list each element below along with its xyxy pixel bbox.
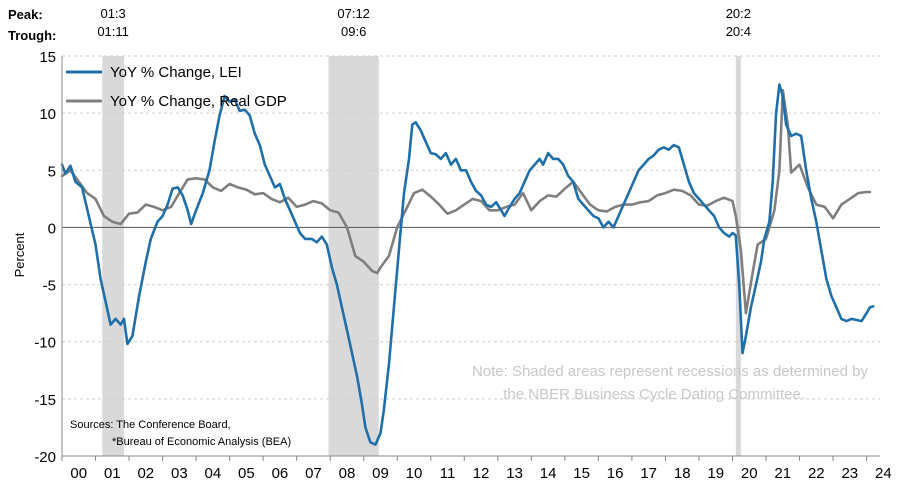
- legend-label-lei: YoY % Change, LEI: [110, 64, 242, 81]
- x-tick-label-24: 24: [875, 465, 892, 482]
- x-tick-label-18: 18: [674, 465, 691, 482]
- x-tick-label-10: 10: [406, 465, 423, 482]
- x-tick-label-05: 05: [238, 465, 255, 482]
- x-tick-label-13: 13: [506, 465, 523, 482]
- x-tick-label-21: 21: [774, 465, 791, 482]
- recession-trough-label-2: 20:4: [726, 24, 751, 39]
- y-tick-label-15: 15: [39, 49, 56, 66]
- x-tick-label-23: 23: [841, 465, 858, 482]
- recession-band-1: [328, 56, 379, 456]
- peak-header: Peak:: [8, 7, 43, 22]
- note-line-1: Note: Shaded areas represent recessions …: [472, 363, 869, 380]
- x-tick-label-20: 20: [741, 465, 758, 482]
- x-tick-label-22: 22: [808, 465, 825, 482]
- x-tick-label-12: 12: [473, 465, 490, 482]
- x-tick-label-17: 17: [640, 465, 657, 482]
- y-tick-label--5: -5: [43, 278, 56, 295]
- x-tick-label-04: 04: [205, 465, 222, 482]
- series-line-gdp: [60, 89, 872, 315]
- recession-trough-label-0: 01:11: [97, 24, 129, 39]
- recession-shading: [102, 56, 741, 456]
- x-tick-label-00: 00: [70, 465, 87, 482]
- y-axis-label: Percent: [12, 232, 27, 277]
- x-tick-label-15: 15: [573, 465, 590, 482]
- recession-peak-label-1: 07:12: [337, 6, 370, 21]
- y-tick-label--15: -15: [34, 392, 56, 409]
- y-tick-label-5: 5: [48, 163, 56, 180]
- sources-line-1: Sources: The Conference Board,: [70, 419, 231, 431]
- note-line-2: the NBER Business Cycle Dating Committee…: [503, 386, 805, 403]
- legend-label-gdp: YoY % Change, Real GDP: [110, 93, 287, 110]
- y-tick-label-10: 10: [39, 106, 56, 123]
- y-tick-label--20: -20: [34, 449, 56, 466]
- legend: YoY % Change, LEI YoY % Change, Real GDP: [66, 64, 287, 110]
- x-tick-label-09: 09: [372, 465, 389, 482]
- x-tick-label-19: 19: [707, 465, 724, 482]
- x-tick-label-07: 07: [305, 465, 322, 482]
- y-tick-label--10: -10: [34, 335, 56, 352]
- x-tick-label-16: 16: [607, 465, 624, 482]
- recession-peak-label-0: 01:3: [100, 6, 125, 21]
- recession-trough-label-1: 09:6: [341, 24, 366, 39]
- trough-header: Trough:: [8, 28, 56, 43]
- x-tick-label-11: 11: [440, 465, 456, 482]
- recession-peak-label-2: 20:2: [726, 6, 751, 21]
- x-tick-label-08: 08: [339, 465, 356, 482]
- x-tick-label-03: 03: [171, 465, 188, 482]
- x-tick-label-01: 01: [104, 465, 121, 482]
- x-tick-label-02: 02: [137, 465, 154, 482]
- x-tick-label-06: 06: [272, 465, 289, 482]
- recession-band-0: [102, 56, 125, 456]
- series-lines: [60, 83, 875, 446]
- sources-line-2: *Bureau of Economic Analysis (BEA): [112, 436, 291, 448]
- x-tick-label-14: 14: [540, 465, 557, 482]
- axes: 15 10 5 0 -5 -10 -15 -20 00 01 02 03 04 05 06 07 08 09 10 1…: [34, 49, 891, 482]
- y-tick-label-0: 0: [48, 220, 56, 237]
- series-line-lei: [60, 83, 875, 446]
